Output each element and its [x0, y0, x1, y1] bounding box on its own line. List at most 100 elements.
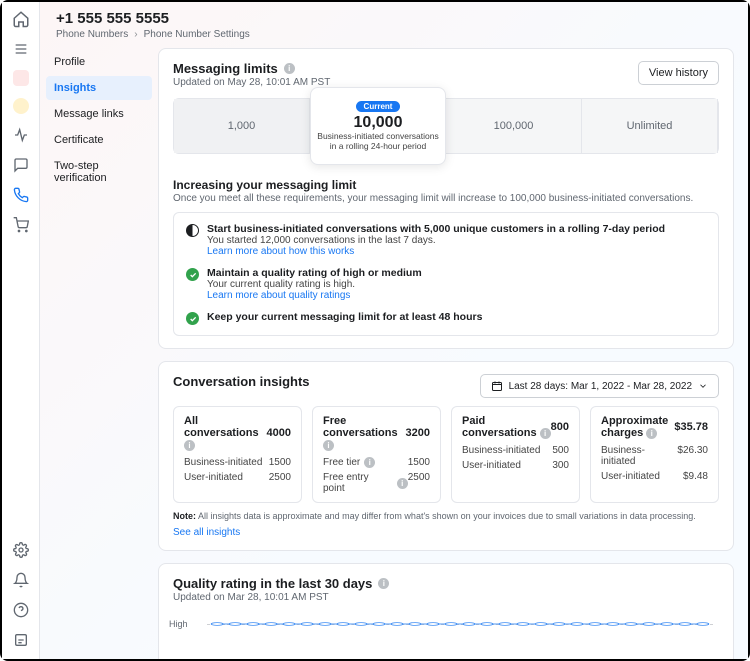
gear-icon[interactable]	[12, 541, 30, 559]
menu-icon[interactable]	[12, 40, 30, 58]
col4-r1l: Business-initiated	[601, 445, 677, 467]
col4-total: $35.78	[674, 421, 708, 433]
view-history-button[interactable]: View history	[638, 61, 719, 85]
info-icon[interactable]: i	[646, 428, 657, 439]
insights-note: Note: All insights data is approximate a…	[173, 511, 719, 521]
tier-bar: 1,000 100,000 Unlimited Current 10,000 B…	[173, 98, 719, 154]
cart-icon[interactable]	[12, 216, 30, 234]
col4-r2v: $9.48	[683, 471, 708, 482]
req2-line: Your current quality rating is high.	[207, 279, 422, 290]
col3-title: Paid conversations	[462, 415, 537, 439]
activity-icon[interactable]	[12, 126, 30, 144]
req1-title: Start business-initiated conversations w…	[207, 223, 665, 235]
half-progress-icon	[186, 224, 199, 237]
col2-title: Free conversations	[323, 415, 398, 439]
crumb-settings: Phone Number Settings	[144, 29, 250, 40]
col2-r2l: Free entry point	[323, 472, 393, 494]
check-icon	[186, 312, 199, 325]
insights-col-free: Free conversations i3200 Free tier i1500…	[312, 406, 441, 503]
left-rail	[2, 2, 40, 659]
messaging-limits-updated: Updated on May 28, 10:01 AM PST	[173, 77, 330, 88]
conversation-insights-card: Conversation insights Last 28 days: Mar …	[158, 361, 734, 551]
home-icon[interactable]	[12, 10, 30, 28]
sidenav-item-message-links[interactable]: Message links	[46, 102, 152, 126]
requirements-card: Start business-initiated conversations w…	[173, 212, 719, 336]
phone-title: +1 555 555 5555	[56, 10, 732, 27]
col2-r1v: 1500	[408, 457, 430, 468]
tier-100000: 100,000	[446, 99, 582, 153]
info-icon[interactable]: i	[284, 63, 295, 74]
col1-total: 4000	[267, 427, 291, 439]
col1-title: All conversations	[184, 415, 259, 439]
col1-r1v: 1500	[269, 457, 291, 468]
tier-1000: 1,000	[174, 99, 310, 153]
increase-title: Increasing your messaging limit	[173, 178, 719, 192]
calendar-icon	[491, 380, 503, 392]
quality-title: Quality rating in the last 30 days	[173, 576, 372, 591]
sidenav-item-insights[interactable]: Insights	[46, 76, 152, 100]
chevron-right-icon: ›	[134, 29, 137, 40]
col1-r2v: 2500	[269, 472, 291, 483]
col3-r2v: 300	[552, 460, 569, 471]
info-icon[interactable]: i	[323, 440, 334, 451]
insights-col-paid: Paid conversations i800 Business-initiat…	[451, 406, 580, 503]
check-icon	[186, 268, 199, 281]
chevron-down-icon	[698, 381, 708, 391]
col2-r1l: Free tier	[323, 457, 360, 468]
crumb-phone-numbers[interactable]: Phone Numbers	[56, 29, 128, 40]
side-nav: ProfileInsightsMessage linksCertificateT…	[40, 40, 158, 659]
col1-r1l: Business-initiated	[184, 457, 262, 468]
insights-col-charges: Approximate charges i $35.78 Business-ini…	[590, 406, 719, 503]
ylabel-high: High	[169, 619, 188, 629]
insights-col-all: All conversations i 4000 Business-initiat…	[173, 406, 302, 503]
col3-r1v: 500	[552, 445, 569, 456]
req1-link[interactable]: Learn more about how this works	[207, 246, 665, 257]
col2-total: 3200	[406, 427, 430, 439]
col1-r2l: User-initiated	[184, 472, 243, 483]
messaging-limits-card: Messaging limits i Updated on May 28, 10…	[158, 48, 734, 349]
rail-pink-icon[interactable]	[13, 70, 29, 86]
col2-r2v: 2500	[408, 472, 430, 494]
info-icon[interactable]: i	[378, 578, 389, 589]
sidenav-item-two-step-verification[interactable]: Two-step verification	[46, 154, 152, 190]
help-icon[interactable]	[12, 601, 30, 619]
col3-total: 800	[551, 421, 569, 433]
bell-icon[interactable]	[12, 571, 30, 589]
info-icon[interactable]: i	[397, 478, 408, 489]
tier-unlimited: Unlimited	[582, 99, 718, 153]
messaging-limits-title: Messaging limits	[173, 61, 278, 76]
date-range-picker[interactable]: Last 28 days: Mar 1, 2022 - Mar 28, 2022	[480, 374, 719, 398]
info-icon[interactable]: i	[184, 440, 195, 451]
col3-r1l: Business-initiated	[462, 445, 540, 456]
breadcrumb: Phone Numbers › Phone Number Settings	[56, 29, 732, 40]
rail-yellow-icon[interactable]	[13, 98, 29, 114]
quality-updated: Updated on Mar 28, 10:01 AM PST	[173, 592, 719, 603]
col4-r1v: $26.30	[677, 445, 708, 467]
quality-chart: High Medium Low	[207, 613, 713, 659]
chat-icon[interactable]	[12, 156, 30, 174]
req2-link[interactable]: Learn more about quality ratings	[207, 290, 422, 301]
info-icon[interactable]: i	[364, 457, 375, 468]
col4-title: Approximate charges	[601, 415, 668, 439]
req2-title: Maintain a quality rating of high or med…	[207, 267, 422, 279]
sidenav-item-profile[interactable]: Profile	[46, 50, 152, 74]
quality-rating-card: Quality rating in the last 30 days i Upd…	[158, 563, 734, 659]
current-tier-card: Current 10,000 Business-initiated conver…	[310, 87, 446, 165]
current-pill: Current	[356, 101, 401, 112]
increase-desc: Once you meet all these requirements, yo…	[173, 193, 719, 204]
insights-title: Conversation insights	[173, 374, 310, 389]
current-desc-1: Business-initiated conversations	[317, 131, 438, 141]
current-desc-2: in a rolling 24-hour period	[330, 141, 426, 151]
see-all-insights[interactable]: See all insights	[173, 527, 240, 538]
req1-line: You started 12,000 conversations in the …	[207, 235, 665, 246]
sidenav-item-certificate[interactable]: Certificate	[46, 128, 152, 152]
req3-title: Keep your current messaging limit for at…	[207, 311, 482, 323]
date-range-label: Last 28 days: Mar 1, 2022 - Mar 28, 2022	[509, 381, 692, 392]
page-header: +1 555 555 5555 Phone Numbers › Phone Nu…	[40, 2, 748, 40]
phone-icon[interactable]	[12, 186, 30, 204]
report-icon[interactable]	[12, 631, 30, 649]
info-icon[interactable]: i	[540, 428, 551, 439]
current-tier-value: 10,000	[354, 114, 403, 132]
col4-r2l: User-initiated	[601, 471, 660, 482]
col3-r2l: User-initiated	[462, 460, 521, 471]
